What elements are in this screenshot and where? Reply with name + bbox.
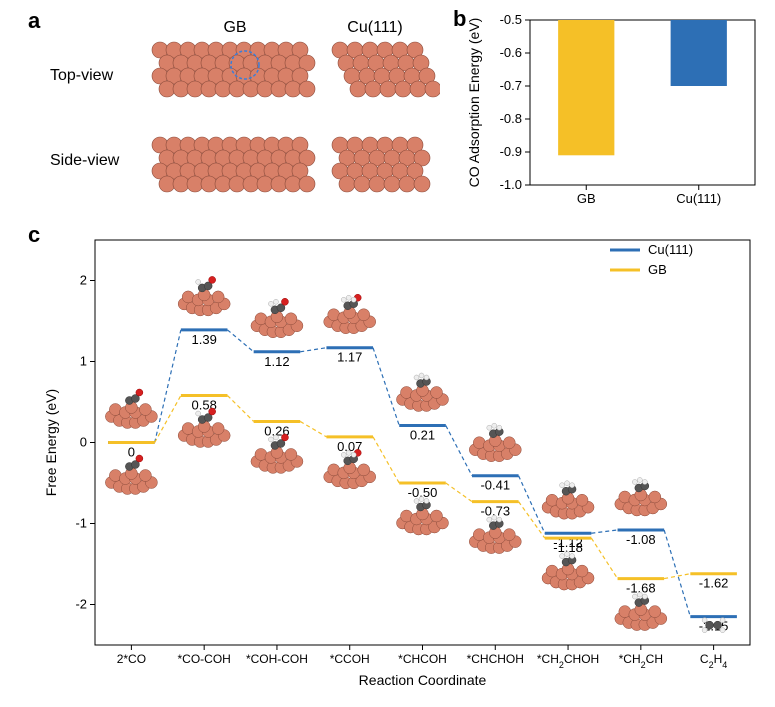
value-Cu(111)-4: 0.21 <box>410 427 435 442</box>
a-col-cu: Cu(111) <box>347 19 402 36</box>
svg-text:-0.7: -0.7 <box>500 78 522 93</box>
svg-text:-1.0: -1.0 <box>500 177 522 192</box>
svg-text:-1: -1 <box>75 516 87 531</box>
gb-side-cluster <box>152 137 315 192</box>
value-Cu(111)-1: 1.39 <box>192 332 217 347</box>
svg-text:-0.8: -0.8 <box>500 111 522 126</box>
panel-a-svg: GB Cu(111) Top-view Side-view <box>40 10 440 210</box>
svg-text:0: 0 <box>80 435 87 450</box>
legend-Cu(111): Cu(111) <box>648 242 693 257</box>
svg-text:-0.9: -0.9 <box>500 144 522 159</box>
svg-text:-0.5: -0.5 <box>500 12 522 27</box>
svg-text:*CH2CH: *CH2CH <box>619 652 663 670</box>
svg-text:Reaction Coordinate: Reaction Coordinate <box>359 672 487 688</box>
svg-text:*CHCHOH: *CHCHOH <box>467 652 524 666</box>
bar-Cu(111) <box>671 20 727 86</box>
svg-text:C2H4: C2H4 <box>700 652 727 670</box>
value-Cu(111)-5: -0.41 <box>480 478 510 493</box>
value-GB-8: -1.62 <box>699 576 729 591</box>
svg-text:GB: GB <box>577 191 596 206</box>
svg-text:*COH-COH: *COH-COH <box>246 652 308 666</box>
svg-text:*CO-COH: *CO-COH <box>177 652 230 666</box>
panel-c-label: c <box>28 222 40 248</box>
value-GB-0: 0 <box>128 445 135 460</box>
svg-text:*CHCOH: *CHCOH <box>398 652 447 666</box>
value-Cu(111)-3: 1.17 <box>337 350 362 365</box>
svg-text:2: 2 <box>80 273 87 288</box>
a-row-side: Side-view <box>50 152 120 169</box>
legend-GB: GB <box>648 262 667 277</box>
svg-text:1: 1 <box>80 354 87 369</box>
svg-text:Free Energy (eV): Free Energy (eV) <box>43 389 59 496</box>
panel-b: -0.5 -0.6 -0.7 -0.8 -0.9 -1.0 CO Adsorption En… <box>465 10 765 210</box>
panel-a: GB Cu(111) Top-view Side-view <box>40 10 440 210</box>
svg-text:Cu(111): Cu(111) <box>676 191 721 206</box>
cu-side-cluster <box>332 137 430 192</box>
svg-text:2*CO: 2*CO <box>117 652 146 666</box>
value-Cu(111)-7: -1.08 <box>626 532 656 547</box>
svg-text:*CCOH: *CCOH <box>330 652 370 666</box>
panel-b-svg: -0.5 -0.6 -0.7 -0.8 -0.9 -1.0 CO Adsorption En… <box>465 10 765 210</box>
gb-top-cluster <box>152 42 315 97</box>
value-Cu(111)-2: 1.12 <box>264 354 289 369</box>
svg-text:*CH2CHOH: *CH2CHOH <box>537 652 599 670</box>
panel-c: -2 -1 0 1 2 Free Energy (eV) 2*CO *CO-COH *COH-C… <box>40 225 760 695</box>
a-row-top: Top-view <box>50 67 114 84</box>
panel-c-svg: -2 -1 0 1 2 Free Energy (eV) 2*CO *CO-COH *COH-C… <box>40 225 760 695</box>
svg-text:CO Adsorption Energy (eV): CO Adsorption Energy (eV) <box>466 18 482 188</box>
figure-root: a GB Cu(111) Top-view Side-view b -0.5-0… <box>0 0 775 707</box>
svg-text:-0.6: -0.6 <box>500 45 522 60</box>
cu-top-cluster <box>332 42 440 97</box>
a-col-gb: GB <box>223 19 246 36</box>
panel-a-label: a <box>28 8 40 34</box>
svg-text:-2: -2 <box>75 597 87 612</box>
bar-GB <box>558 20 614 155</box>
